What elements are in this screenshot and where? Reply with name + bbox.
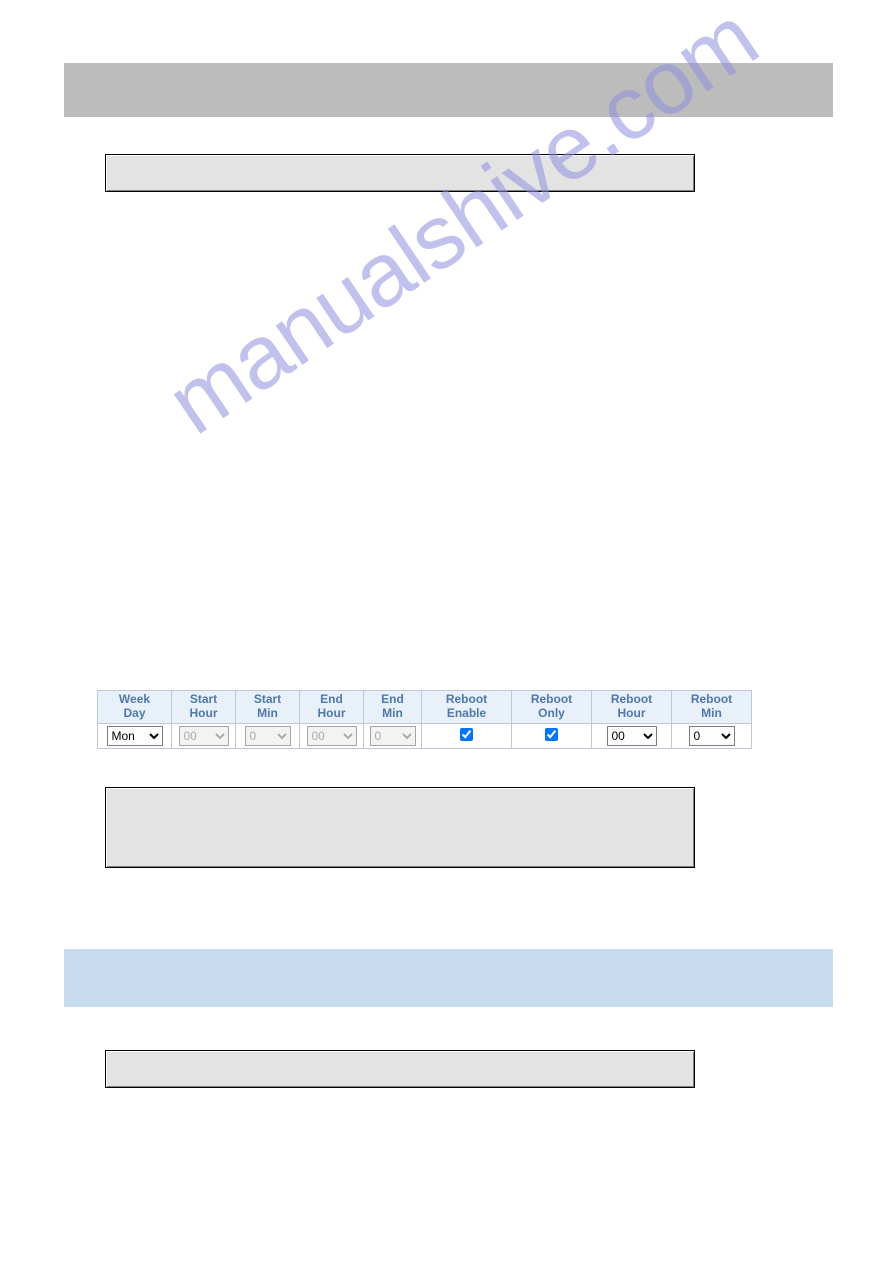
header-label: StartMin [254, 692, 281, 720]
header-label: RebootMin [691, 692, 732, 720]
col-reboot-hour: RebootHour [592, 691, 672, 724]
cell-reboot-only [512, 723, 592, 748]
header-label: RebootEnable [446, 692, 487, 720]
header-label: EndHour [318, 692, 346, 720]
header-label: StartHour [190, 692, 218, 720]
end-min-select[interactable]: 0 [370, 726, 416, 746]
schedule-table: WeekDay StartHour StartMin EndHour EndMi… [97, 690, 752, 749]
col-reboot-min: RebootMin [672, 691, 752, 724]
col-reboot-only: RebootOnly [512, 691, 592, 724]
col-reboot-enable: RebootEnable [422, 691, 512, 724]
start-min-select[interactable]: 0 [245, 726, 291, 746]
header-label: EndMin [381, 692, 404, 720]
cell-reboot-min: 0 [672, 723, 752, 748]
reboot-min-select[interactable]: 0 [689, 726, 735, 746]
cell-end-hour: 00 [300, 723, 364, 748]
inset-box-top [105, 154, 695, 192]
cell-start-min: 0 [236, 723, 300, 748]
inset-box-bottom [105, 1050, 695, 1088]
col-end-min: EndMin [364, 691, 422, 724]
start-hour-select[interactable]: 00 [179, 726, 229, 746]
cell-reboot-enable [422, 723, 512, 748]
reboot-only-checkbox[interactable] [545, 728, 558, 741]
col-weekday: WeekDay [98, 691, 172, 724]
table-header-row: WeekDay StartHour StartMin EndHour EndMi… [98, 691, 752, 724]
reboot-hour-select[interactable]: 00 [607, 726, 657, 746]
col-end-hour: EndHour [300, 691, 364, 724]
inset-box-mid [105, 787, 695, 868]
col-start-min: StartMin [236, 691, 300, 724]
cell-reboot-hour: 00 [592, 723, 672, 748]
col-start-hour: StartHour [172, 691, 236, 724]
blue-section-bar [64, 949, 833, 1007]
header-label: RebootHour [611, 692, 652, 720]
table-row: Mon 00 0 00 0 [98, 723, 752, 748]
gray-header-bar [64, 63, 833, 117]
reboot-enable-checkbox[interactable] [460, 728, 473, 741]
header-label: WeekDay [119, 692, 150, 720]
cell-weekday: Mon [98, 723, 172, 748]
end-hour-select[interactable]: 00 [307, 726, 357, 746]
weekday-select[interactable]: Mon [107, 726, 163, 746]
cell-end-min: 0 [364, 723, 422, 748]
header-label: RebootOnly [531, 692, 572, 720]
cell-start-hour: 00 [172, 723, 236, 748]
